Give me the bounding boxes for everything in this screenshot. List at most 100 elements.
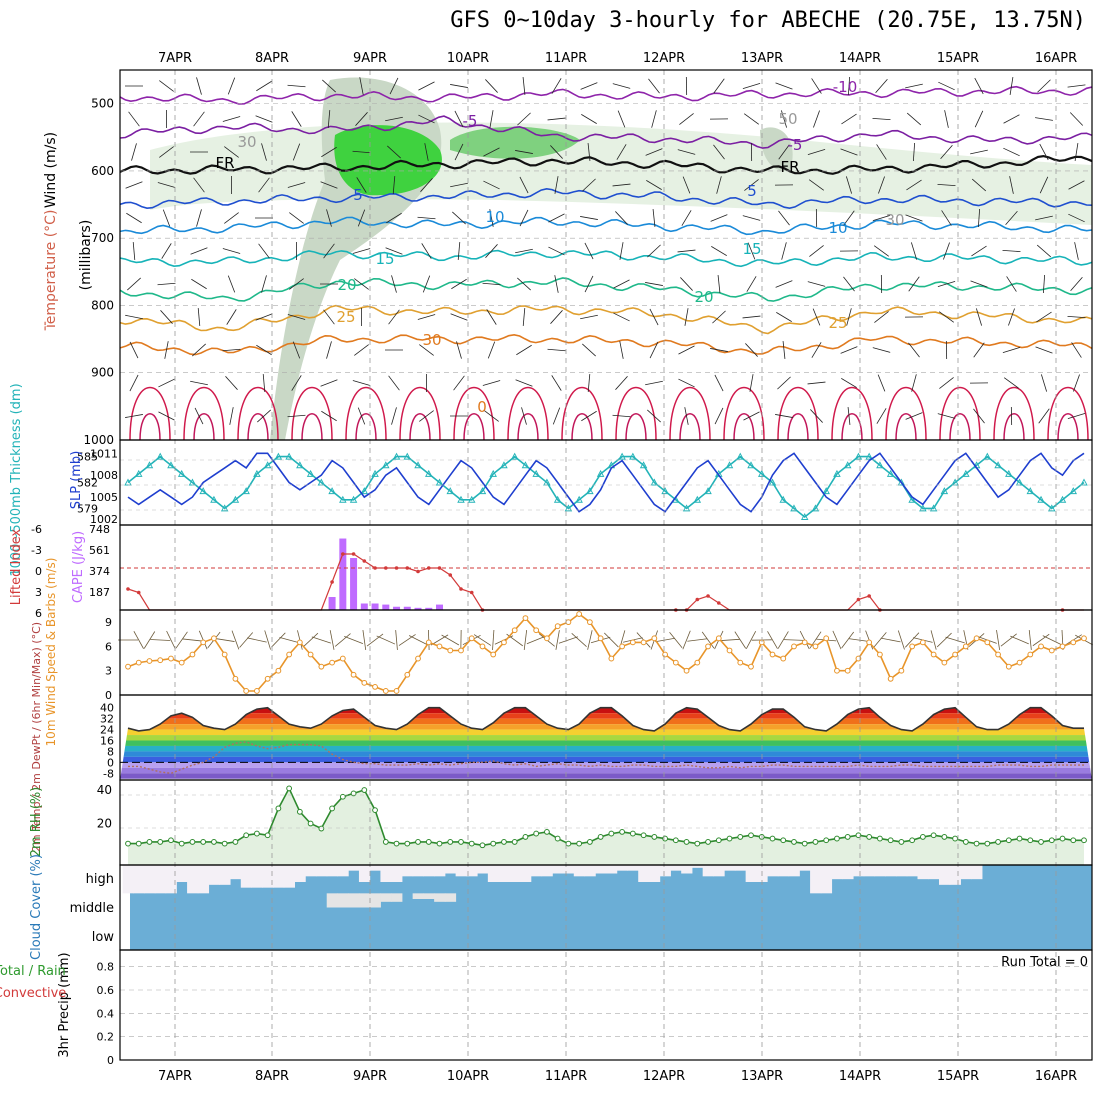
- date-label-bottom: 15APR: [937, 1069, 979, 1084]
- wind-barb: [808, 179, 825, 191]
- wind-barb: [872, 214, 891, 222]
- cloud-high-gap: [315, 865, 328, 877]
- wind-barb: [612, 414, 631, 418]
- cloud-high-gap: [337, 865, 349, 877]
- wind-speed-line-point: [715, 635, 722, 642]
- wind-barb: [840, 148, 858, 156]
- wind-barb: [744, 179, 759, 191]
- rh2m-line-point: [823, 837, 830, 844]
- rh2m-line-point: [178, 840, 185, 847]
- wind-barb: [547, 348, 566, 352]
- hot-contour-5: [399, 386, 441, 440]
- wind-speed-line-point: [286, 651, 293, 658]
- isotherm-0: [120, 85, 1092, 105]
- wind-speed-line-point: [952, 651, 959, 658]
- wind-barb: [323, 243, 335, 259]
- wind-barb: [877, 374, 886, 392]
- wind-speed-line-point: [339, 655, 346, 662]
- wind-barb: [161, 243, 172, 259]
- wind-barb: [131, 143, 137, 161]
- wind-barb: [352, 150, 371, 154]
- wind10m-barb: [344, 636, 364, 644]
- contour-label: -10: [833, 78, 858, 96]
- wind-barb: [1035, 117, 1053, 121]
- rh2m-line-point: [221, 840, 228, 847]
- wind-barb: [776, 312, 792, 322]
- contour-label: 30: [422, 331, 441, 349]
- cloud-high-gap: [197, 865, 210, 894]
- rh2m-line-point: [415, 839, 421, 845]
- rh2m-line-point: [1059, 835, 1066, 842]
- rh2m-line-point: [425, 839, 432, 845]
- wind10m-barb: [996, 630, 1001, 650]
- lifted-point: [383, 566, 388, 570]
- wind10m-barb: [303, 632, 319, 648]
- cloud-high-gap: [949, 865, 961, 885]
- wind10m-barb: [734, 631, 747, 649]
- temp-tick: 8: [107, 745, 114, 758]
- rh2m-line-point: [973, 840, 980, 847]
- hot-contour-inner-2: [247, 413, 269, 440]
- hot-contour-inner-3: [301, 413, 323, 440]
- cloud-high-gap: [133, 865, 145, 894]
- wind-barb: [486, 309, 497, 325]
- wind-speed-line-point: [844, 667, 851, 674]
- rh2m-line-point: [468, 840, 475, 847]
- wind-barb: [905, 214, 923, 222]
- rh2m-line-point: [1038, 839, 1044, 845]
- wind-speed-line-point: [125, 663, 131, 670]
- wind-barb: [354, 278, 369, 290]
- contour-label: 20: [694, 288, 713, 306]
- lifted-point: [373, 566, 377, 570]
- wind-barb: [681, 210, 692, 226]
- wind-speed-line-point: [168, 655, 174, 662]
- wind-barb: [619, 341, 624, 359]
- contour-label: FR: [780, 158, 799, 176]
- ylabel-rh: RH (%): [36, 297, 51, 342]
- rh2m-line-point: [189, 839, 196, 845]
- thickness-line-point: [446, 487, 455, 495]
- contour-label: 10: [828, 219, 847, 237]
- contour-label: 0: [477, 398, 487, 416]
- cloud-high-gap: [369, 865, 381, 871]
- wind-barb: [158, 378, 175, 388]
- wind-speed-line-point: [329, 659, 335, 666]
- hot-contour-inner-5: [409, 413, 431, 440]
- wind-barb: [483, 180, 500, 190]
- wind-speed-line-point: [597, 635, 604, 642]
- thickness-line-point: [392, 452, 401, 460]
- wind-barb: [912, 142, 916, 162]
- wind-barb: [937, 280, 956, 288]
- rh2m-line-point: [135, 840, 142, 847]
- thickness-line-point: [575, 495, 583, 503]
- wind10m-barb: [783, 639, 804, 641]
- wind-barb: [385, 247, 403, 255]
- wind-barb: [258, 177, 270, 193]
- cloud-high-gap: [326, 865, 338, 877]
- wind-barb: [550, 310, 563, 324]
- isotherm-6: [120, 277, 1092, 302]
- cloud-high-gap: [380, 865, 392, 882]
- wind-barb: [125, 181, 143, 189]
- cloud-high-gap: [530, 865, 543, 877]
- wind-barb: [716, 176, 722, 194]
- wind-speed-line-point: [780, 655, 787, 662]
- wind-barb: [615, 211, 628, 225]
- thickness-line-point: [414, 461, 422, 469]
- wind-barb: [677, 249, 696, 253]
- wind-barb: [713, 78, 725, 94]
- cloud-high-gap: [187, 865, 199, 894]
- wind10m-barb: [832, 630, 842, 650]
- hot-contour-9: [615, 386, 657, 440]
- cloud-high-gap: [434, 865, 446, 877]
- wind-barb: [580, 82, 598, 90]
- thickness-line-point: [263, 461, 272, 469]
- thickness-line-point: [790, 504, 798, 512]
- lifted-point: [126, 587, 130, 591]
- cloud-high-gap: [928, 865, 940, 880]
- temp-band: [120, 745, 1092, 752]
- wind-barb: [712, 310, 726, 324]
- wind10m-barb: [247, 637, 267, 643]
- wind10m-barb: [492, 629, 495, 651]
